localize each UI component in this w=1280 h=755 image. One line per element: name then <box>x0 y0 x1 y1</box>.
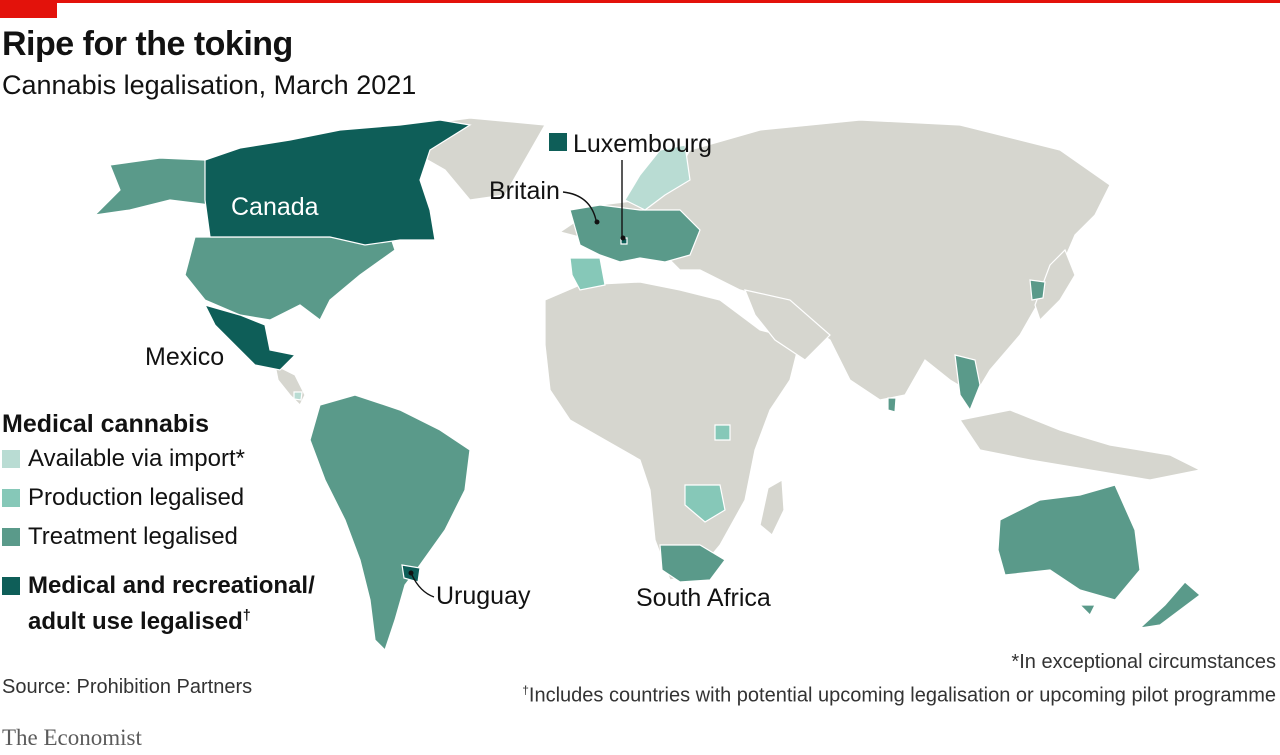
dagger-mark: † <box>522 683 529 697</box>
legend-label-line1: Medical and recreational/ <box>28 572 315 599</box>
region-treatment-legalised <box>93 157 1201 652</box>
zimbabwe <box>684 484 726 523</box>
legend-item-medical-and-recreational: Medical and recreational/ adult use lega… <box>2 570 315 637</box>
luxembourg-swatch <box>549 133 567 151</box>
brand-red-tab <box>0 0 57 18</box>
portugal <box>569 257 606 291</box>
legend-title: Medical cannabis <box>2 410 210 438</box>
europe-treatment <box>569 204 701 263</box>
legend-label-line2: adult use legalised <box>28 608 243 635</box>
legend: Medical cannabis Available via import* P… <box>2 410 315 637</box>
eurasia <box>558 119 1111 401</box>
south-korea <box>1029 279 1046 301</box>
japan <box>1034 248 1076 322</box>
legend-item-production-legalised: Production legalised <box>2 484 315 523</box>
scandinavia <box>624 144 691 211</box>
arabia <box>744 289 831 361</box>
luxembourg-dot <box>620 235 626 241</box>
publisher-logo: The Economist <box>2 725 142 750</box>
land-default <box>274 117 1202 581</box>
south-east-asia-islands <box>959 409 1202 481</box>
label-canada: Canada <box>231 193 319 221</box>
mexico <box>203 304 297 371</box>
source-note: Source: Prohibition Partners <box>2 676 253 698</box>
canada <box>204 119 472 246</box>
footnote-upcoming: †Includes countries with potential upcom… <box>522 676 1276 710</box>
region-medical-and-recreational <box>203 119 628 583</box>
britain-dot <box>594 219 600 225</box>
region-production-legalised <box>569 257 731 523</box>
label-mexico: Mexico <box>145 343 225 371</box>
legend-swatch <box>2 450 20 468</box>
alaska <box>93 157 211 216</box>
south-america <box>309 394 471 652</box>
new-zealand <box>1138 581 1201 629</box>
uruguay-dot <box>408 570 414 576</box>
legend-swatch <box>2 577 20 595</box>
footnotes: *In exceptional circumstances †Includes … <box>522 648 1276 710</box>
legend-label: Medical and recreational/ adult use lega… <box>28 570 315 637</box>
legend-label: Production legalised <box>28 484 245 511</box>
footnote-upcoming-text: Includes countries with potential upcomi… <box>528 684 1276 707</box>
footnote-exceptional: *In exceptional circumstances <box>1011 651 1276 673</box>
label-uruguay: Uruguay <box>436 582 531 610</box>
chart-subtitle: Cannabis legalisation, March 2021 <box>2 70 417 100</box>
legend-swatch <box>2 528 20 546</box>
leader-dots <box>408 219 626 576</box>
madagascar <box>759 479 785 536</box>
label-luxembourg: Luxembourg <box>573 130 712 158</box>
tasmania <box>1078 604 1096 617</box>
united-states <box>184 234 396 321</box>
chart-title: Ripe for the toking <box>2 25 293 63</box>
uganda <box>714 424 731 441</box>
label-britain: Britain <box>489 177 560 205</box>
legend-label: Available via import* <box>28 445 245 472</box>
thailand <box>954 354 981 412</box>
top-rule <box>0 0 1280 3</box>
legend-label: Treatment legalised <box>28 523 238 550</box>
sri-lanka <box>887 397 897 413</box>
africa <box>544 281 801 581</box>
legend-item-treatment-legalised: Treatment legalised <box>2 523 315 562</box>
label-south-africa: South Africa <box>636 584 771 612</box>
leader-lines <box>411 160 623 598</box>
legend-swatch <box>2 489 20 507</box>
britain-leader <box>562 191 597 221</box>
australia <box>997 484 1141 601</box>
costa-rica <box>293 391 303 401</box>
dagger-mark: † <box>242 608 251 624</box>
legend-item-available-via-import: Available via import* <box>2 445 315 484</box>
region-available-via-import <box>293 144 691 401</box>
south-africa <box>659 544 726 583</box>
uruguay-leader <box>411 574 435 598</box>
